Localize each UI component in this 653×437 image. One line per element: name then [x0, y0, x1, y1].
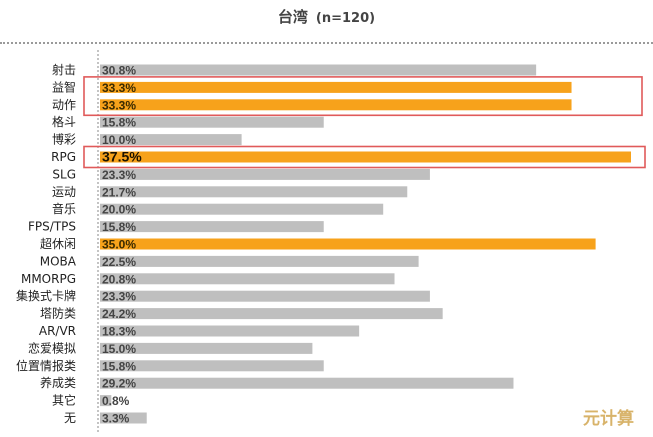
category-label: 动作	[52, 98, 76, 112]
value-label: 15.0%	[102, 342, 136, 356]
value-label: 23.3%	[102, 290, 136, 304]
value-label: 35.0%	[102, 238, 136, 252]
value-label: 20.8%	[102, 272, 136, 286]
category-label: 射击	[52, 62, 76, 77]
category-label: 位置情报类	[16, 358, 76, 373]
bar-动作	[100, 99, 572, 111]
value-label: 37.5%	[102, 149, 142, 165]
bar-塔防类	[100, 308, 443, 320]
category-label: 无	[64, 411, 76, 425]
title-divider	[0, 42, 653, 44]
category-label: MMORPG	[21, 272, 76, 286]
bar-养成类	[100, 377, 514, 389]
category-label: AR/VR	[39, 324, 76, 338]
value-label: 10.0%	[102, 133, 136, 147]
category-label: 养成类	[40, 375, 76, 390]
category-label: RPG	[51, 150, 76, 164]
bar-rpg	[100, 151, 631, 163]
value-label: 0.8%	[102, 394, 130, 408]
category-label: 格斗	[52, 114, 76, 129]
bar-益智	[100, 81, 572, 93]
value-label: 15.8%	[102, 116, 136, 130]
category-label: 集换式卡牌	[16, 288, 76, 303]
chart-title: 台湾	[277, 8, 308, 26]
category-label: MOBA	[40, 254, 77, 268]
value-label: 23.3%	[102, 168, 136, 182]
value-label: 20.0%	[102, 203, 136, 217]
bar-其它	[100, 395, 112, 407]
highlight-box	[83, 145, 646, 169]
category-label: 恋爱模拟	[28, 340, 76, 355]
bar-位置情报类	[100, 360, 324, 372]
category-label: 运动	[52, 185, 76, 199]
category-label: 博彩	[52, 132, 76, 147]
watermark: 元计算	[583, 409, 634, 429]
bar-无	[100, 412, 147, 424]
bar-mmorpg	[100, 273, 395, 285]
highlight-box	[83, 76, 643, 117]
value-label: 30.8%	[102, 64, 136, 78]
bar-音乐	[100, 203, 384, 215]
value-label: 18.3%	[102, 325, 136, 339]
bar-集换式卡牌	[100, 290, 430, 302]
value-label: 22.5%	[102, 255, 136, 269]
value-label: 33.3%	[102, 81, 136, 95]
bar-moba	[100, 255, 419, 267]
bar-格斗	[100, 116, 324, 128]
category-label: FPS/TPS	[28, 220, 76, 234]
category-label: 益智	[52, 79, 76, 94]
value-label: 21.7%	[102, 185, 136, 199]
chart-title-block: 台湾 (n=120)	[0, 6, 653, 27]
category-label: 塔防类	[40, 306, 76, 321]
bar-博彩	[100, 134, 242, 146]
value-label: 15.8%	[102, 359, 136, 373]
bar-射击	[100, 64, 537, 76]
bar-ar-vr	[100, 325, 360, 337]
bar-超休闲	[100, 238, 596, 250]
chart-subtitle: (n=120)	[315, 11, 376, 26]
category-label: 音乐	[52, 201, 76, 216]
bar-运动	[100, 186, 408, 198]
bar-恋爱模拟	[100, 342, 313, 354]
value-label: 33.3%	[102, 98, 136, 112]
value-label: 29.2%	[102, 377, 136, 391]
bar-slg	[100, 168, 430, 180]
category-label: 其它	[52, 393, 76, 408]
category-label: SLG	[52, 167, 76, 181]
value-label: 24.2%	[102, 307, 136, 321]
value-label: 15.8%	[102, 220, 136, 234]
value-label: 3.3%	[102, 412, 130, 426]
category-label: 超休闲	[40, 236, 76, 251]
bar-fps-tps	[100, 221, 324, 233]
